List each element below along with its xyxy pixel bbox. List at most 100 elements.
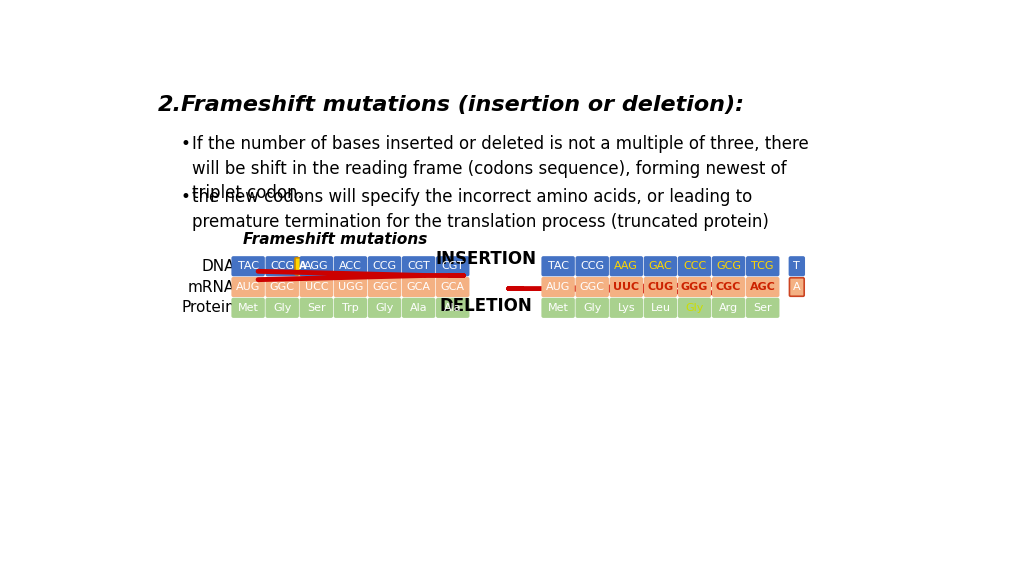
Text: Leu: Leu: [650, 303, 671, 313]
Text: AUG: AUG: [236, 282, 260, 292]
Text: TAC: TAC: [548, 262, 568, 271]
Text: Ser: Ser: [307, 303, 326, 313]
Text: CCC: CCC: [683, 262, 707, 271]
Text: INSERTION: INSERTION: [435, 249, 537, 267]
FancyBboxPatch shape: [437, 298, 469, 317]
Text: Gly: Gly: [583, 303, 601, 313]
FancyBboxPatch shape: [610, 257, 642, 275]
FancyBboxPatch shape: [300, 298, 332, 317]
FancyBboxPatch shape: [610, 298, 642, 317]
FancyBboxPatch shape: [543, 278, 574, 296]
Text: If the number of bases inserted or deleted is not a multiple of three, there
wil: If the number of bases inserted or delet…: [191, 135, 808, 202]
FancyBboxPatch shape: [543, 257, 574, 275]
FancyBboxPatch shape: [300, 278, 332, 296]
FancyBboxPatch shape: [713, 257, 744, 275]
Text: CUG: CUG: [647, 282, 674, 292]
FancyBboxPatch shape: [746, 257, 778, 275]
Text: CCG: CCG: [581, 262, 604, 271]
FancyBboxPatch shape: [577, 278, 608, 296]
Text: Gly: Gly: [273, 303, 292, 313]
Text: T: T: [794, 262, 800, 271]
Text: Gly: Gly: [376, 303, 393, 313]
FancyBboxPatch shape: [746, 298, 778, 317]
Text: UCC: UCC: [304, 282, 328, 292]
Text: Gly: Gly: [685, 303, 703, 313]
FancyBboxPatch shape: [266, 298, 298, 317]
Text: CGT: CGT: [408, 262, 430, 271]
FancyBboxPatch shape: [713, 298, 744, 317]
Text: AAG: AAG: [614, 262, 638, 271]
Text: AGC: AGC: [750, 282, 775, 292]
FancyBboxPatch shape: [679, 257, 711, 275]
Text: 2.: 2.: [158, 94, 181, 115]
Text: GCG: GCG: [716, 262, 741, 271]
Text: CGT: CGT: [441, 262, 464, 271]
Text: mRNA: mRNA: [187, 279, 234, 294]
Text: UGG: UGG: [338, 282, 364, 292]
Text: GGG: GGG: [681, 282, 709, 292]
Text: Ser: Ser: [754, 303, 772, 313]
FancyBboxPatch shape: [790, 278, 804, 296]
Text: Lys: Lys: [617, 303, 635, 313]
FancyBboxPatch shape: [335, 278, 367, 296]
Text: Protein: Protein: [181, 300, 234, 315]
Text: Frameshift mutations: Frameshift mutations: [243, 232, 427, 247]
Text: GCA: GCA: [440, 282, 465, 292]
Text: the new codons will specify the incorrect amino acids, or leading to
premature t: the new codons will specify the incorrec…: [191, 188, 768, 231]
Text: GAC: GAC: [648, 262, 673, 271]
FancyBboxPatch shape: [644, 257, 676, 275]
FancyBboxPatch shape: [679, 298, 711, 317]
FancyBboxPatch shape: [232, 298, 264, 317]
Text: CCG: CCG: [270, 262, 294, 271]
Text: •: •: [180, 188, 190, 206]
Text: A: A: [793, 282, 801, 292]
Text: CCG: CCG: [373, 262, 396, 271]
FancyBboxPatch shape: [713, 278, 744, 296]
Text: CGC: CGC: [716, 282, 741, 292]
Text: GGC: GGC: [372, 282, 397, 292]
Text: Frameshift mutations (insertion or deletion):: Frameshift mutations (insertion or delet…: [180, 94, 743, 115]
Text: DELETION: DELETION: [439, 297, 532, 315]
FancyBboxPatch shape: [369, 298, 400, 317]
Text: Trp: Trp: [342, 303, 358, 313]
FancyBboxPatch shape: [369, 257, 400, 275]
Text: AUG: AUG: [546, 282, 570, 292]
Text: DNA: DNA: [202, 259, 234, 274]
FancyBboxPatch shape: [369, 278, 400, 296]
Text: Met: Met: [238, 303, 259, 313]
FancyBboxPatch shape: [644, 298, 676, 317]
Text: Ala: Ala: [444, 303, 462, 313]
Text: TCG: TCG: [752, 262, 774, 271]
FancyBboxPatch shape: [679, 278, 711, 296]
FancyBboxPatch shape: [610, 278, 642, 296]
FancyBboxPatch shape: [266, 257, 298, 275]
FancyBboxPatch shape: [790, 257, 804, 275]
Text: TAC: TAC: [238, 262, 259, 271]
Text: GCA: GCA: [407, 282, 431, 292]
FancyBboxPatch shape: [266, 278, 298, 296]
Text: ACC: ACC: [339, 262, 361, 271]
FancyBboxPatch shape: [335, 298, 367, 317]
FancyBboxPatch shape: [577, 257, 608, 275]
FancyBboxPatch shape: [300, 257, 332, 275]
FancyBboxPatch shape: [402, 298, 434, 317]
FancyBboxPatch shape: [402, 278, 434, 296]
Text: Met: Met: [548, 303, 568, 313]
Text: •: •: [180, 135, 190, 153]
FancyBboxPatch shape: [335, 257, 367, 275]
FancyBboxPatch shape: [437, 278, 469, 296]
Text: AGG: AGG: [304, 262, 329, 271]
FancyBboxPatch shape: [543, 298, 574, 317]
FancyBboxPatch shape: [746, 278, 778, 296]
FancyBboxPatch shape: [232, 257, 264, 275]
Text: GGC: GGC: [580, 282, 605, 292]
Text: A: A: [299, 262, 306, 271]
Text: GGC: GGC: [269, 282, 295, 292]
Text: UUC: UUC: [613, 282, 639, 292]
Text: Arg: Arg: [719, 303, 738, 313]
FancyBboxPatch shape: [402, 257, 434, 275]
FancyBboxPatch shape: [232, 278, 264, 296]
FancyBboxPatch shape: [437, 257, 469, 275]
FancyBboxPatch shape: [644, 278, 676, 296]
Text: Ala: Ala: [410, 303, 427, 313]
